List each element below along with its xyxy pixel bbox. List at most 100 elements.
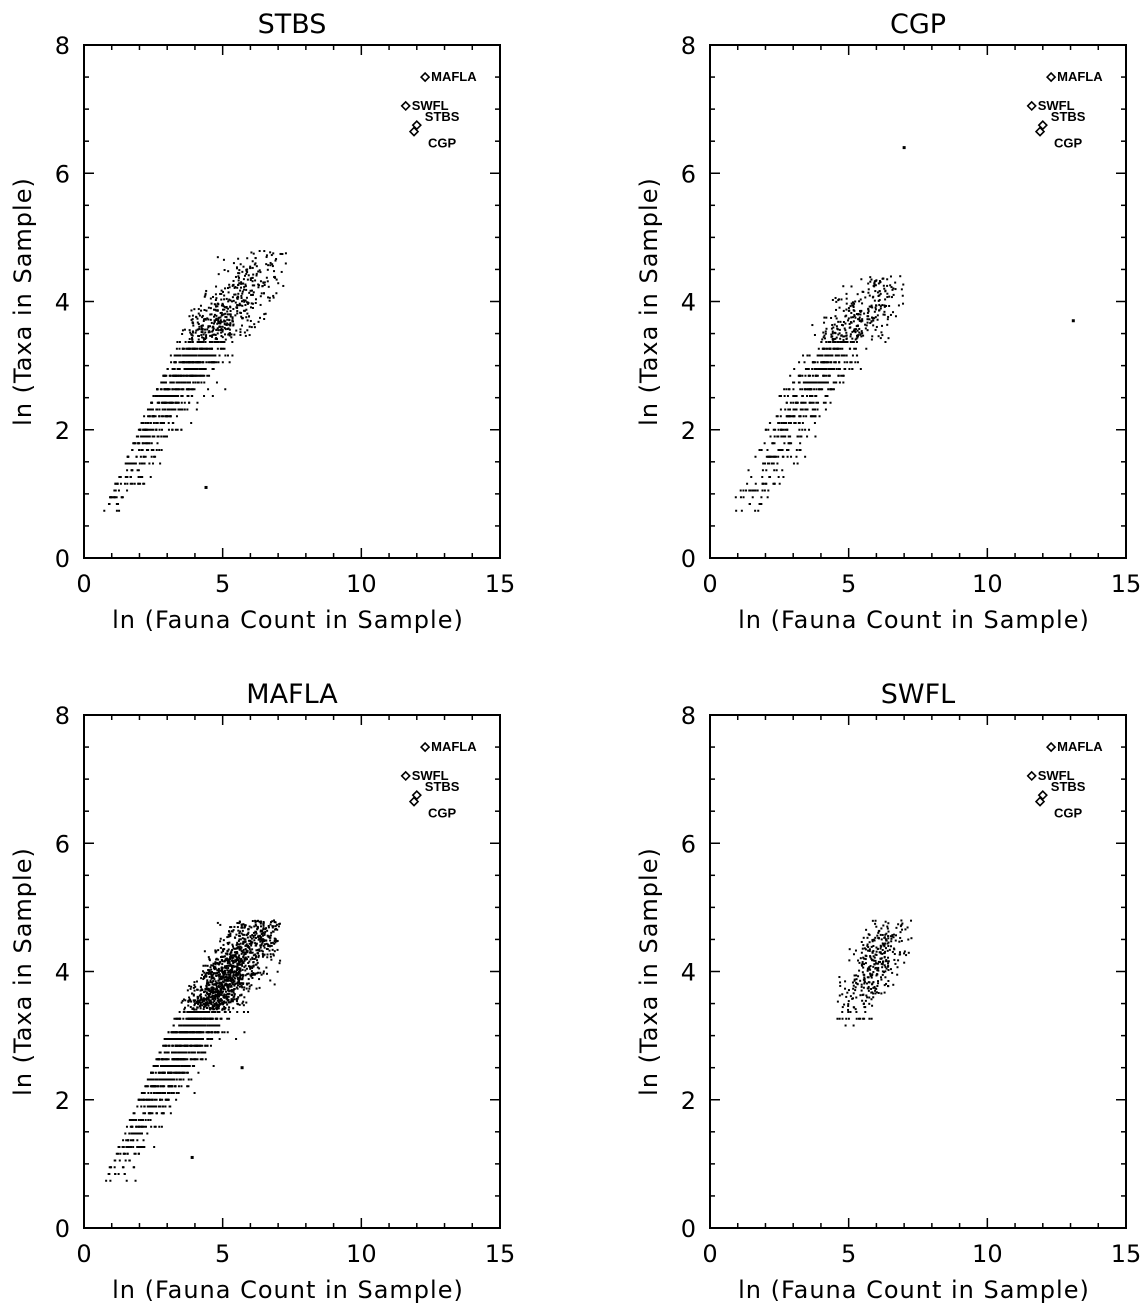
x-tick-label: 0 [702, 570, 717, 598]
data-point [861, 999, 864, 1002]
data-point [769, 455, 772, 458]
data-point [817, 368, 820, 370]
data-point [108, 1173, 111, 1175]
data-point [836, 341, 839, 343]
data-point [227, 970, 230, 973]
data-point [186, 989, 189, 992]
data-point [265, 276, 268, 279]
data-point [216, 302, 219, 305]
data-point [207, 969, 210, 972]
data-point [195, 408, 198, 411]
data-point [872, 944, 875, 947]
data-point [177, 1092, 180, 1094]
data-point [894, 939, 897, 942]
data-point [201, 314, 204, 317]
data-point [889, 968, 892, 971]
data-point [801, 428, 804, 431]
data-point [213, 315, 216, 318]
panel-title: MAFLA [246, 679, 338, 710]
data-point [194, 1044, 197, 1047]
data-point [231, 284, 234, 287]
data-point [181, 1038, 184, 1040]
data-point [183, 1071, 186, 1074]
data-point [184, 361, 187, 364]
data-point [250, 940, 253, 943]
data-point [841, 1011, 844, 1013]
data-point [195, 374, 198, 377]
data-point [202, 999, 205, 1002]
data-point [835, 381, 838, 384]
data-point [240, 282, 243, 285]
data-point [233, 980, 236, 983]
data-point [865, 982, 868, 985]
data-point [880, 978, 883, 981]
data-point [881, 324, 884, 327]
data-point [191, 331, 194, 334]
data-point [831, 354, 834, 357]
data-point [222, 258, 225, 261]
data-point [248, 925, 251, 928]
data-point [164, 1098, 167, 1101]
data-point [876, 314, 879, 317]
data-point [883, 310, 886, 313]
data-point [198, 354, 201, 357]
data-point [151, 435, 154, 438]
data-point [209, 341, 212, 343]
data-point [886, 927, 889, 930]
data-point [230, 959, 233, 962]
data-point [872, 971, 875, 974]
data-points [105, 919, 282, 1182]
data-point [151, 1112, 154, 1115]
data-point [851, 316, 854, 319]
data-point [881, 304, 884, 307]
data-point [244, 969, 247, 972]
data-point [171, 1038, 174, 1040]
data-point [110, 496, 113, 499]
data-point [250, 944, 253, 947]
data-point [245, 967, 248, 970]
data-point [236, 981, 239, 984]
data-point [265, 942, 268, 945]
data-point [191, 330, 194, 333]
data-point [201, 1011, 204, 1013]
data-point [246, 945, 249, 948]
y-tick-label: 0 [681, 545, 696, 573]
data-point [129, 1125, 132, 1128]
data-point [877, 962, 880, 965]
data-point [216, 309, 219, 312]
data-point [270, 944, 273, 947]
data-point [898, 940, 901, 943]
data-point [250, 984, 253, 987]
data-point [271, 926, 274, 929]
data-point [195, 1024, 198, 1027]
data-point [831, 338, 834, 341]
data-point [232, 299, 235, 302]
data-point [209, 325, 212, 328]
data-point [860, 989, 863, 992]
data-point [201, 1038, 204, 1040]
data-point [257, 270, 260, 273]
data-point [180, 428, 183, 431]
data-point [771, 455, 774, 458]
data-point [171, 368, 174, 370]
data-point [197, 1038, 200, 1040]
data-point [780, 435, 783, 438]
data-point [250, 251, 253, 254]
data-point [798, 415, 801, 418]
x-tick-label: 10 [972, 1240, 1003, 1268]
data-point [171, 1051, 174, 1054]
data-point [240, 978, 243, 981]
data-point [770, 462, 773, 465]
data-point [216, 1031, 219, 1034]
data-point [205, 1011, 208, 1013]
data-point [830, 388, 833, 391]
data-point [890, 940, 893, 943]
data-point [212, 962, 215, 965]
data-point [214, 1031, 217, 1034]
data-point [266, 268, 269, 271]
data-point [171, 428, 174, 431]
data-point [813, 422, 816, 424]
data-point [158, 1071, 161, 1074]
data-point [193, 361, 196, 364]
data-point [210, 974, 213, 977]
